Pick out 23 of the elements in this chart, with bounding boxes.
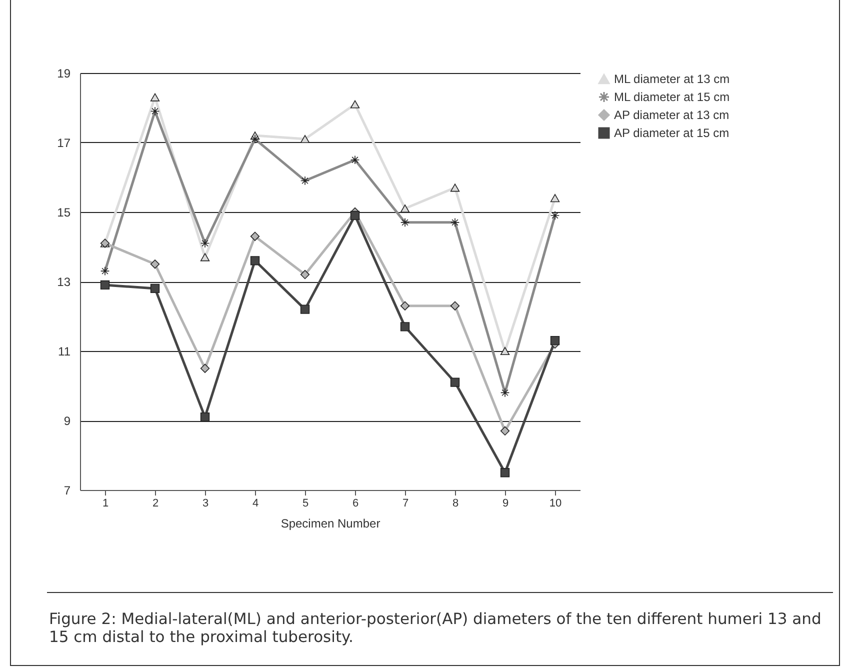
x-axis-title: Specimen Number: [280, 516, 380, 530]
x-tick-label: 2: [152, 498, 159, 510]
y-tick-label: 17: [57, 136, 71, 150]
legend-label: ML diameter at 15 cm: [614, 90, 730, 104]
caption: Figure 2: Medial-lateral(ML) and anterior-posterior(AP) diameters of the ten different humeri 13 and 15 cm distal to the proximal tuberosity.: [49, 610, 822, 646]
legend-label: ML diameter at 13 cm: [614, 72, 730, 86]
y-tick-label: 19: [57, 66, 71, 80]
x-tick-label: 4: [252, 498, 259, 510]
y-tick-label: 15: [57, 206, 71, 220]
x-tick-label: 8: [452, 498, 459, 510]
x-tick-label: 10: [549, 498, 562, 510]
x-tick-label: 5: [302, 498, 309, 510]
y-tick-label: 13: [57, 275, 71, 289]
y-tick-label: 7: [64, 484, 71, 498]
x-tick-label: 6: [352, 498, 359, 510]
x-tick-label: 7: [402, 498, 409, 510]
legend-label: AP diameter at 13 cm: [614, 108, 730, 122]
y-tick-label: 9: [64, 414, 71, 428]
x-tick-label: 1: [102, 498, 109, 510]
x-tick-label: 9: [502, 498, 509, 510]
legend-label: AP diameter at 15 cm: [614, 126, 730, 140]
x-tick-label: 3: [202, 498, 209, 510]
y-tick-label: 11: [58, 344, 71, 358]
